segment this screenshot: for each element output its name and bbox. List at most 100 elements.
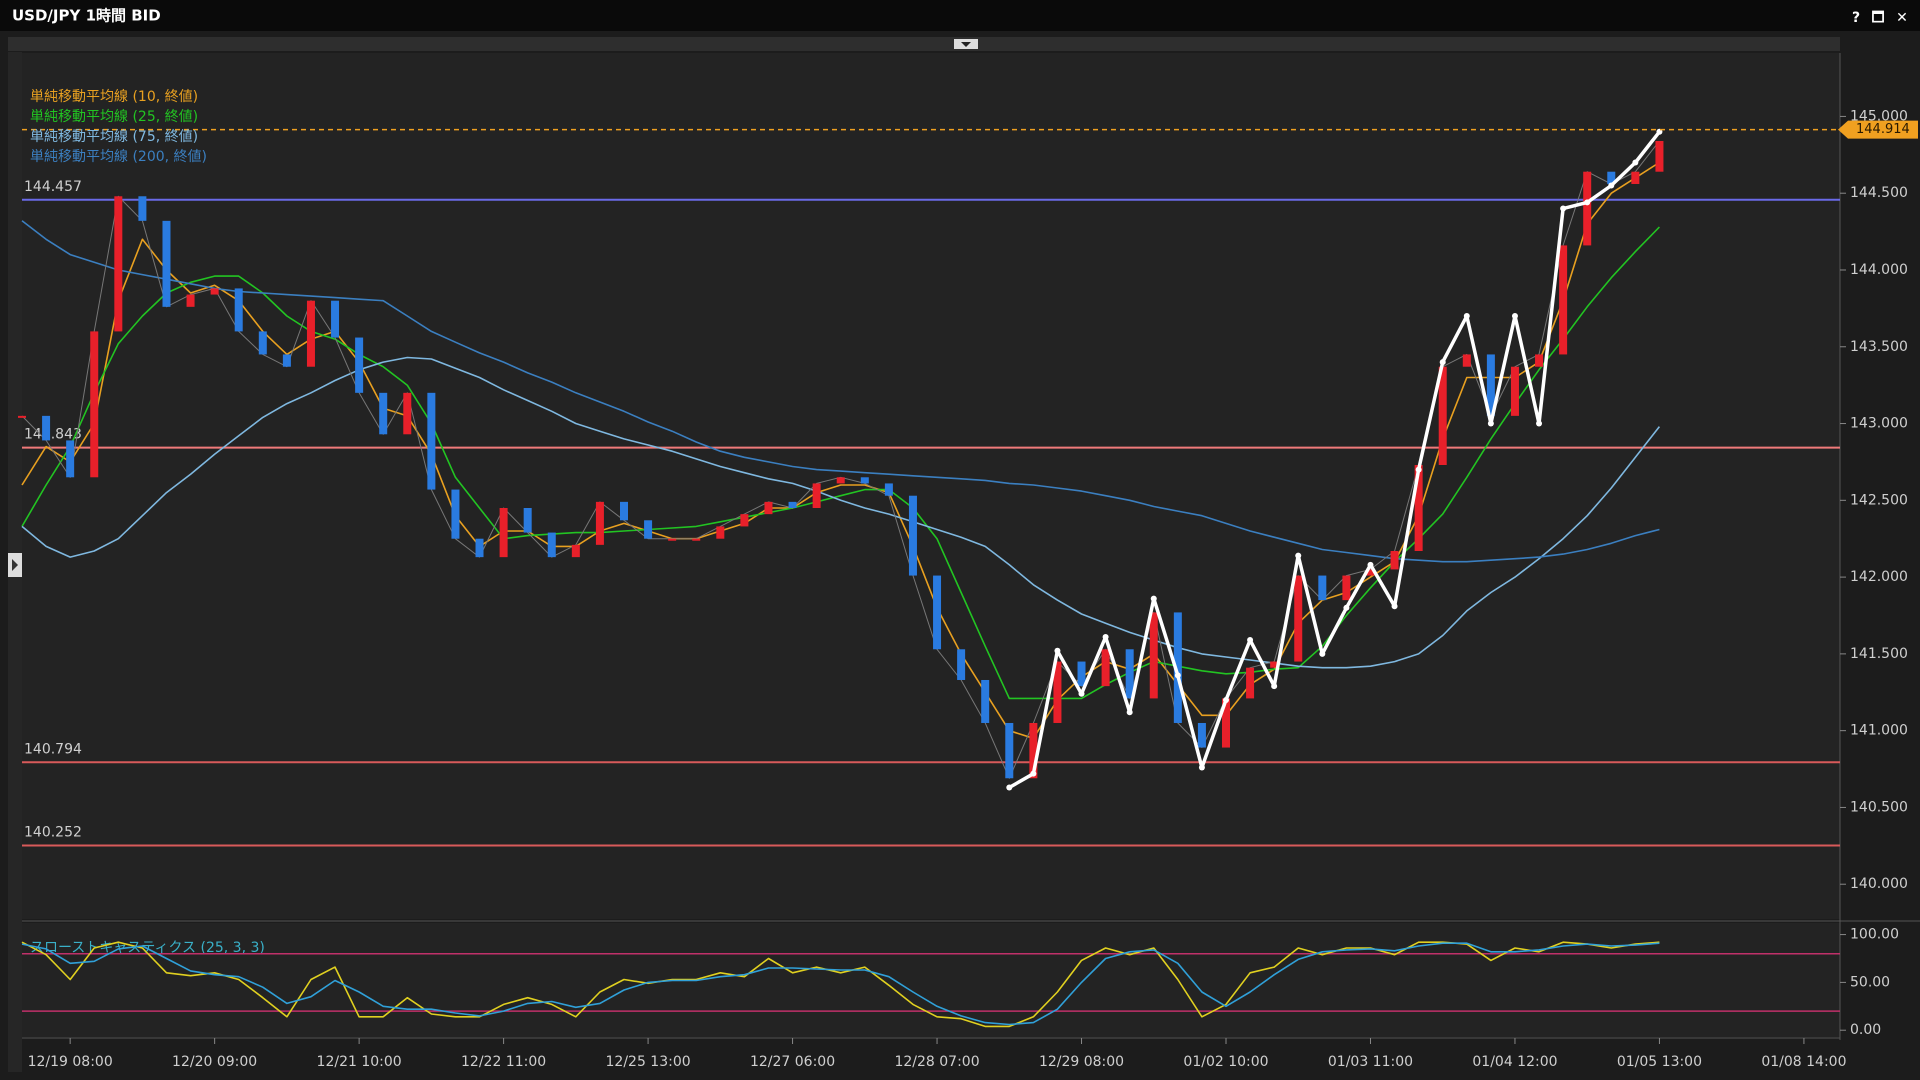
last-price-label: 144.914 [1856, 122, 1910, 137]
y-tick-label: 142.000 [1850, 569, 1908, 585]
zigzag-point [1078, 690, 1085, 697]
zigzag-point [1223, 696, 1229, 703]
price-candle [1318, 575, 1327, 601]
moving-average [21, 356, 1661, 669]
price-candle [42, 415, 51, 441]
price-plot [22, 53, 1840, 919]
maximize-button[interactable]: 🗖 [1871, 10, 1884, 26]
x-tick-label: 12/28 07:00 [894, 1054, 979, 1070]
zigzag-point [1319, 650, 1326, 657]
price-candle [475, 538, 484, 558]
price-candle [1149, 612, 1158, 699]
x-tick-label: 12/27 06:00 [750, 1054, 835, 1070]
x-tick-label: 12/25 13:00 [606, 1054, 691, 1070]
price-candle [836, 477, 845, 484]
stochastic-plot [22, 923, 1840, 1037]
price-candle [1125, 649, 1134, 699]
zigzag-point [1632, 159, 1639, 166]
y-tick-label: 100.00 [1850, 927, 1899, 943]
zigzag-point [1174, 672, 1181, 679]
zigzag-point [1198, 764, 1205, 771]
price-candle [306, 300, 315, 367]
zigzag-point [1006, 784, 1013, 791]
price-candle [1366, 569, 1375, 576]
y-tick-label: 140.000 [1850, 876, 1908, 892]
y-tick-label: 145.000 [1850, 108, 1908, 124]
zigzag-point [1391, 603, 1398, 610]
y-tick-label: 143.000 [1850, 416, 1908, 432]
y-tick-label: 143.500 [1850, 339, 1908, 355]
zigzag-point [1608, 182, 1615, 189]
zigzag-point [1415, 466, 1422, 473]
price-candle [138, 196, 147, 221]
price-candle [644, 520, 653, 539]
zigzag-point [1295, 552, 1302, 559]
price-candle [331, 300, 340, 338]
price-candle [90, 331, 99, 478]
price-candle [282, 354, 291, 367]
price-candle [957, 649, 966, 680]
price-candle [1390, 550, 1399, 570]
zigzag-point [1102, 633, 1109, 640]
price-candle [18, 415, 26, 418]
stochastic-line [21, 942, 1660, 1026]
x-tick-label: 01/04 12:00 [1472, 1054, 1557, 1070]
zigzag-point [1463, 313, 1470, 320]
price-candle [1246, 667, 1255, 699]
side-toggle-icon [12, 559, 18, 571]
price-candle [379, 392, 388, 435]
y-tick-label: 142.500 [1850, 492, 1908, 508]
y-tick-label: 0.00 [1850, 1022, 1881, 1038]
price-candle [933, 575, 942, 650]
zigzag-point [1439, 359, 1446, 366]
y-tick-label: 50.00 [1850, 974, 1890, 990]
zigzag-point [1511, 313, 1518, 320]
price-candle [1607, 171, 1616, 184]
price-candle [114, 196, 123, 332]
moving-average [21, 161, 1660, 740]
price-candle [1631, 171, 1640, 184]
price-candle [788, 501, 797, 508]
y-tick-label: 141.500 [1850, 646, 1908, 662]
price-candle [499, 507, 508, 558]
price-candle [764, 501, 773, 515]
x-tick-label: 01/03 11:00 [1328, 1054, 1413, 1070]
price-candle [66, 440, 75, 478]
price-candle [1462, 354, 1471, 367]
price-candle [981, 679, 990, 723]
price-candle [1270, 661, 1279, 668]
price-candle [1005, 722, 1014, 779]
price-candle [1029, 722, 1038, 779]
price-candle [451, 489, 460, 539]
price-candle [908, 495, 917, 576]
price-candle [1559, 245, 1568, 355]
price-candle [1438, 366, 1447, 466]
price-candle [1655, 140, 1664, 172]
price-candle [1342, 575, 1351, 601]
level-label: 140.252 [24, 825, 82, 841]
price-candle [1510, 366, 1519, 416]
x-tick-label: 12/19 08:00 [28, 1054, 113, 1070]
price-candle [427, 392, 436, 490]
level-label: 142.843 [24, 427, 82, 443]
zigzag-point [1126, 709, 1133, 716]
legend-entry: 単純移動平均線 (75, 終値) [30, 129, 198, 145]
level-label: 144.457 [24, 179, 82, 195]
price-candle [403, 392, 412, 435]
window-title: USD/JPY 1時間 BID [12, 7, 161, 25]
zigzag-point [1271, 683, 1278, 690]
price-candle [884, 483, 893, 496]
price-candle [620, 501, 628, 521]
close-button[interactable]: ✕ [1896, 10, 1908, 26]
y-tick-label: 144.500 [1850, 185, 1908, 201]
help-button[interactable]: ? [1852, 10, 1860, 26]
price-candle [812, 483, 821, 508]
price-candle [668, 538, 677, 541]
zigzag-point [1054, 647, 1061, 654]
price-candle [210, 288, 219, 295]
zigzag-point [1247, 637, 1254, 644]
price-candle [355, 337, 364, 393]
y-tick-label: 141.000 [1850, 723, 1908, 739]
